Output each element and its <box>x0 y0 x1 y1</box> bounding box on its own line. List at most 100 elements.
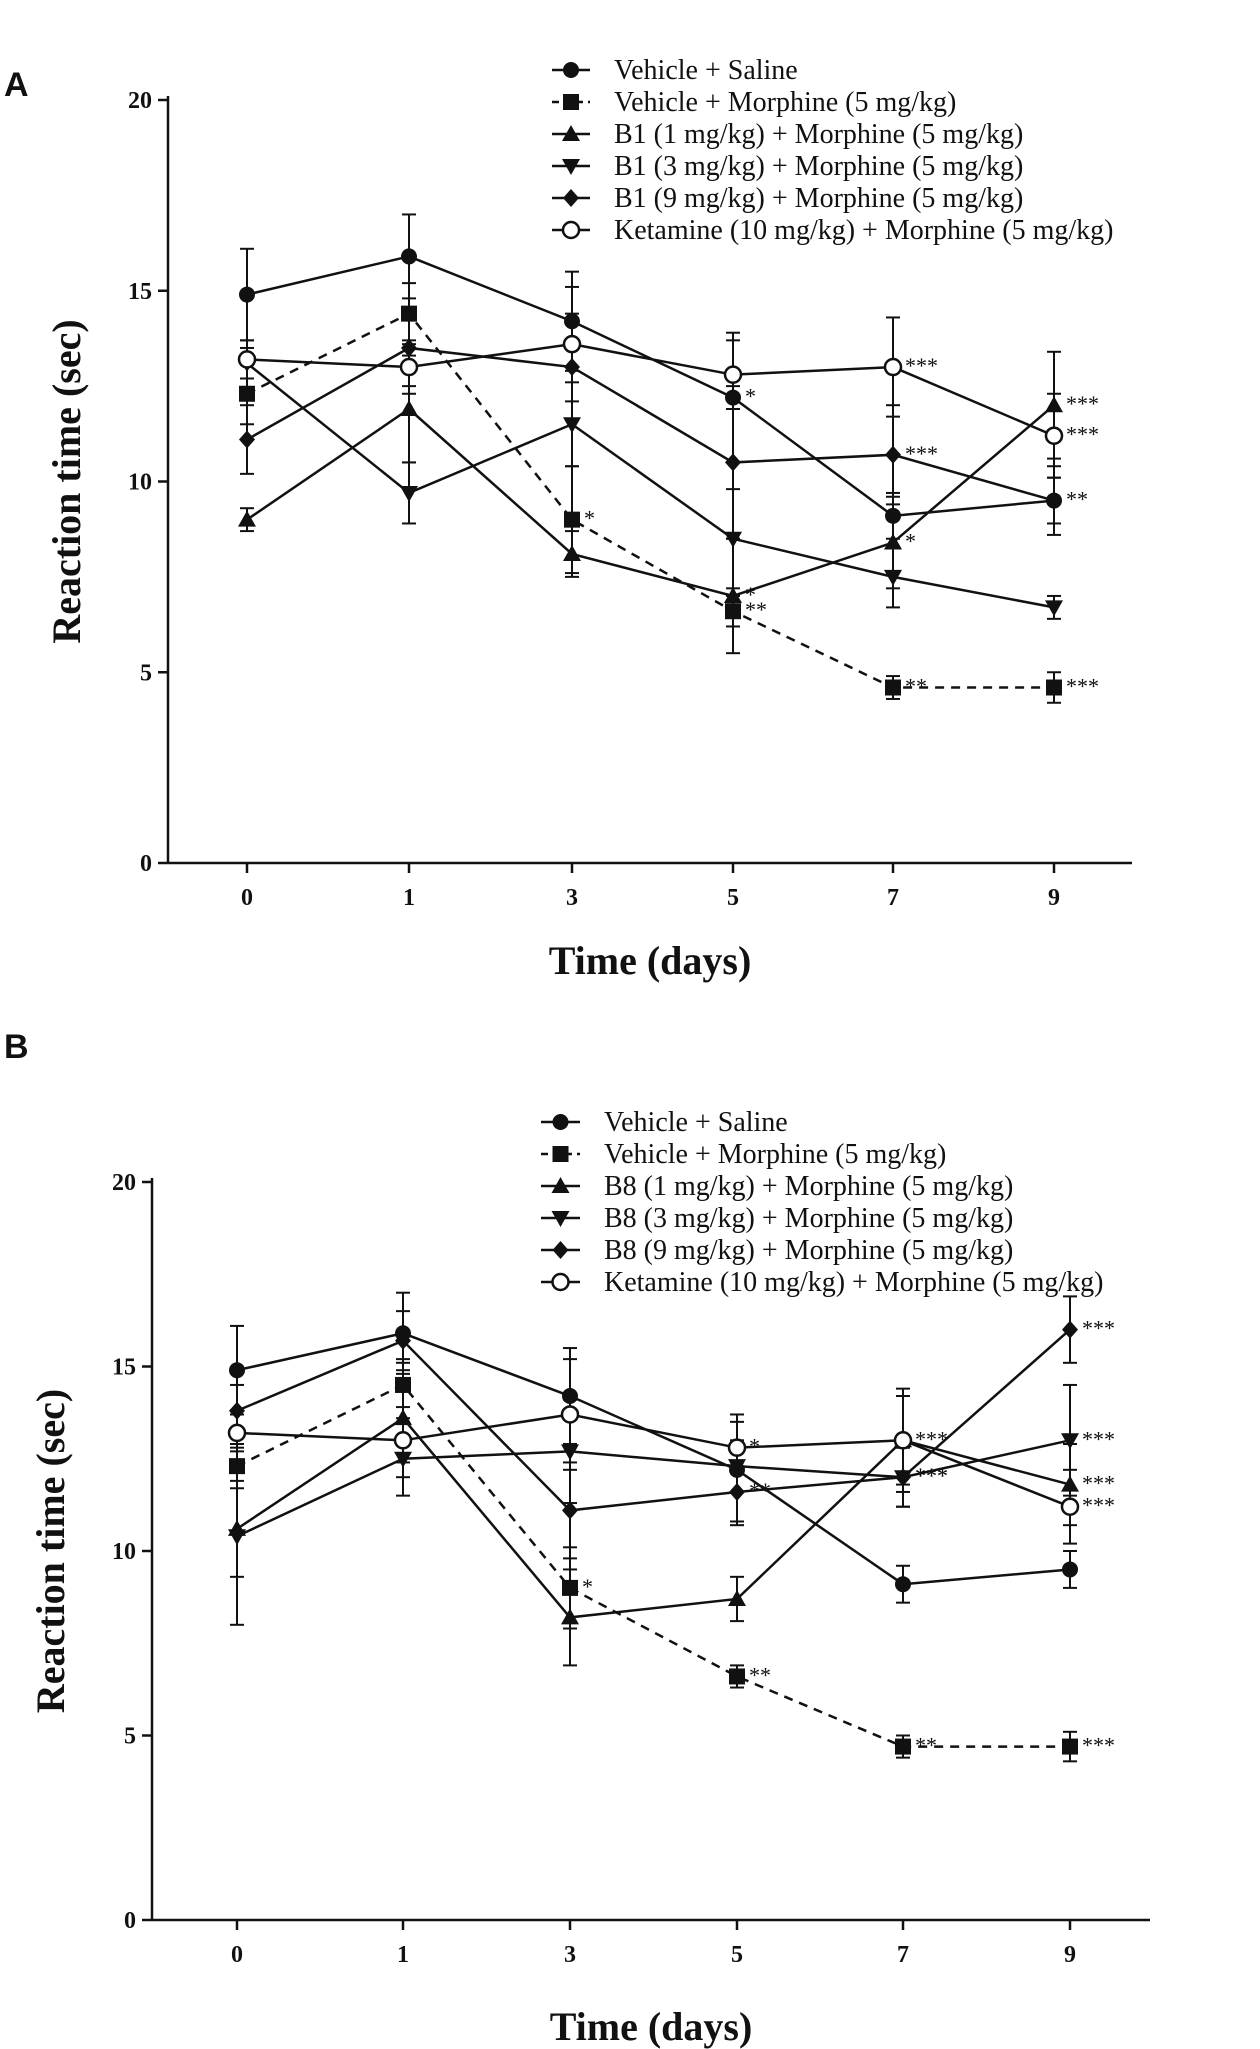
legend-item: B8 (9 mg/kg) + Morphine (5 mg/kg) <box>541 1235 1013 1266</box>
series-line <box>236 1439 1071 1538</box>
significance-label: *** <box>1066 674 1099 699</box>
y-axis-title: Reaction time (sec) <box>28 1389 73 1713</box>
data-point <box>729 1482 745 1501</box>
panel-b: B 0 5 10 15 20 0 1 3 5 7 9 Time (days) Reaction time … <box>4 1028 1150 2049</box>
series-2: ***** *** <box>239 282 1099 704</box>
x-tick-label: 0 <box>241 885 253 911</box>
data-point <box>393 1431 413 1450</box>
significance-label: * <box>745 582 756 607</box>
legend-marker <box>552 1146 569 1162</box>
significance-label: * <box>582 1574 593 1599</box>
x-tick-label: 7 <box>897 1942 909 1968</box>
legend-label: Vehicle + Morphine (5 mg/kg) <box>604 1139 946 1170</box>
legend-item: B8 (3 mg/kg) + Morphine (5 mg/kg) <box>541 1203 1013 1234</box>
legend-marker <box>552 1241 569 1259</box>
x-tick-label: 5 <box>731 1942 743 1968</box>
y-tick-label: 0 <box>140 851 152 877</box>
data-point <box>564 511 580 528</box>
legend-label: Vehicle + Saline <box>604 1107 788 1138</box>
significance-label: * <box>905 529 916 554</box>
significance-label: *** <box>905 353 938 378</box>
series-line <box>236 1416 1071 1619</box>
y-tick-label: 20 <box>112 1170 136 1196</box>
legend-label: B1 (1 mg/kg) + Morphine (5 mg/kg) <box>614 119 1023 150</box>
significance-label: ** <box>905 674 927 699</box>
legend-marker <box>551 1272 570 1292</box>
x-tick-label: 3 <box>564 1942 576 1968</box>
series-line <box>236 1331 1071 1586</box>
data-point <box>227 1423 247 1443</box>
data-point <box>561 1608 579 1625</box>
significance-label: * <box>745 384 756 409</box>
data-point <box>562 1501 578 1520</box>
x-axis-title: Time (days) <box>549 938 752 983</box>
data-point <box>560 1405 580 1424</box>
data-point <box>883 357 903 377</box>
legend-item: B1 (9 mg/kg) + Morphine (5 mg/kg) <box>552 183 1023 214</box>
legend-item: Ketamine (10 mg/kg) + Morphine (5 mg/kg) <box>541 1267 1103 1298</box>
data-point <box>563 544 581 561</box>
y-tick-label: 15 <box>128 279 152 305</box>
data-point <box>1060 1497 1080 1516</box>
legend-label: B1 (9 mg/kg) + Morphine (5 mg/kg) <box>614 183 1023 214</box>
data-point <box>885 445 901 464</box>
y-tick-label: 20 <box>128 88 152 114</box>
panel-label: A <box>4 66 29 104</box>
significance-label: *** <box>1082 1733 1115 1758</box>
legend-item: B1 (1 mg/kg) + Morphine (5 mg/kg) <box>552 119 1023 150</box>
data-point <box>228 1529 246 1546</box>
x-tick-label: 3 <box>566 885 578 911</box>
panel-label: B <box>4 1028 29 1066</box>
significance-label: ** <box>745 597 767 622</box>
x-tick-label: 1 <box>397 1942 409 1968</box>
significance-label: *** <box>1082 1471 1115 1496</box>
data-point <box>724 586 742 603</box>
significance-label: * <box>584 506 595 531</box>
y-tick-label: 5 <box>140 660 152 686</box>
y-tick-label: 5 <box>124 1724 136 1750</box>
legend-label: Ketamine (10 mg/kg) + Morphine (5 mg/kg) <box>604 1267 1103 1298</box>
legend-marker <box>563 94 579 110</box>
x-tick-label: 0 <box>231 1942 243 1968</box>
significance-label: ** <box>1066 487 1088 512</box>
data-point <box>1062 1320 1078 1339</box>
data-point <box>1061 1433 1079 1450</box>
legend-label: Ketamine (10 mg/kg) + Morphine (5 mg/kg) <box>614 215 1113 246</box>
legend-marker <box>562 125 580 141</box>
data-point <box>727 1438 747 1457</box>
data-point <box>239 385 255 402</box>
data-point <box>1046 491 1062 510</box>
legend-marker <box>561 220 581 240</box>
data-point <box>238 510 256 527</box>
series-line <box>246 346 1055 502</box>
significance-label: ** <box>749 1662 771 1687</box>
legend-item: B1 (3 mg/kg) + Morphine (5 mg/kg) <box>552 151 1023 182</box>
data-point <box>725 453 741 472</box>
significance-label: *** <box>1082 1426 1115 1451</box>
data-point <box>1062 1561 1078 1578</box>
legend-item: Vehicle + Saline <box>552 55 798 86</box>
data-point <box>239 430 255 449</box>
data-point <box>895 1738 911 1755</box>
legend-marker <box>563 62 579 78</box>
x-axis-title: Time (days) <box>550 2004 753 2049</box>
data-point <box>1044 426 1064 445</box>
data-point <box>1062 1738 1078 1755</box>
y-tick-label: 0 <box>124 1908 136 1934</box>
significance-label: *** <box>1066 391 1099 416</box>
legend-label: B8 (9 mg/kg) + Morphine (5 mg/kg) <box>604 1235 1013 1266</box>
significance-label: *** <box>1066 422 1099 447</box>
legend-item: Vehicle + Saline <box>541 1107 788 1138</box>
data-point <box>400 400 418 417</box>
significance-label: *** <box>1082 1493 1115 1518</box>
y-tick-label: 10 <box>128 470 152 496</box>
series-line <box>246 312 1054 689</box>
legend-marker <box>551 1211 570 1227</box>
x-tick-label: 9 <box>1064 1942 1076 1968</box>
x-tick-label: 1 <box>403 885 415 911</box>
data-point <box>1045 600 1063 617</box>
legend-marker <box>563 189 579 207</box>
